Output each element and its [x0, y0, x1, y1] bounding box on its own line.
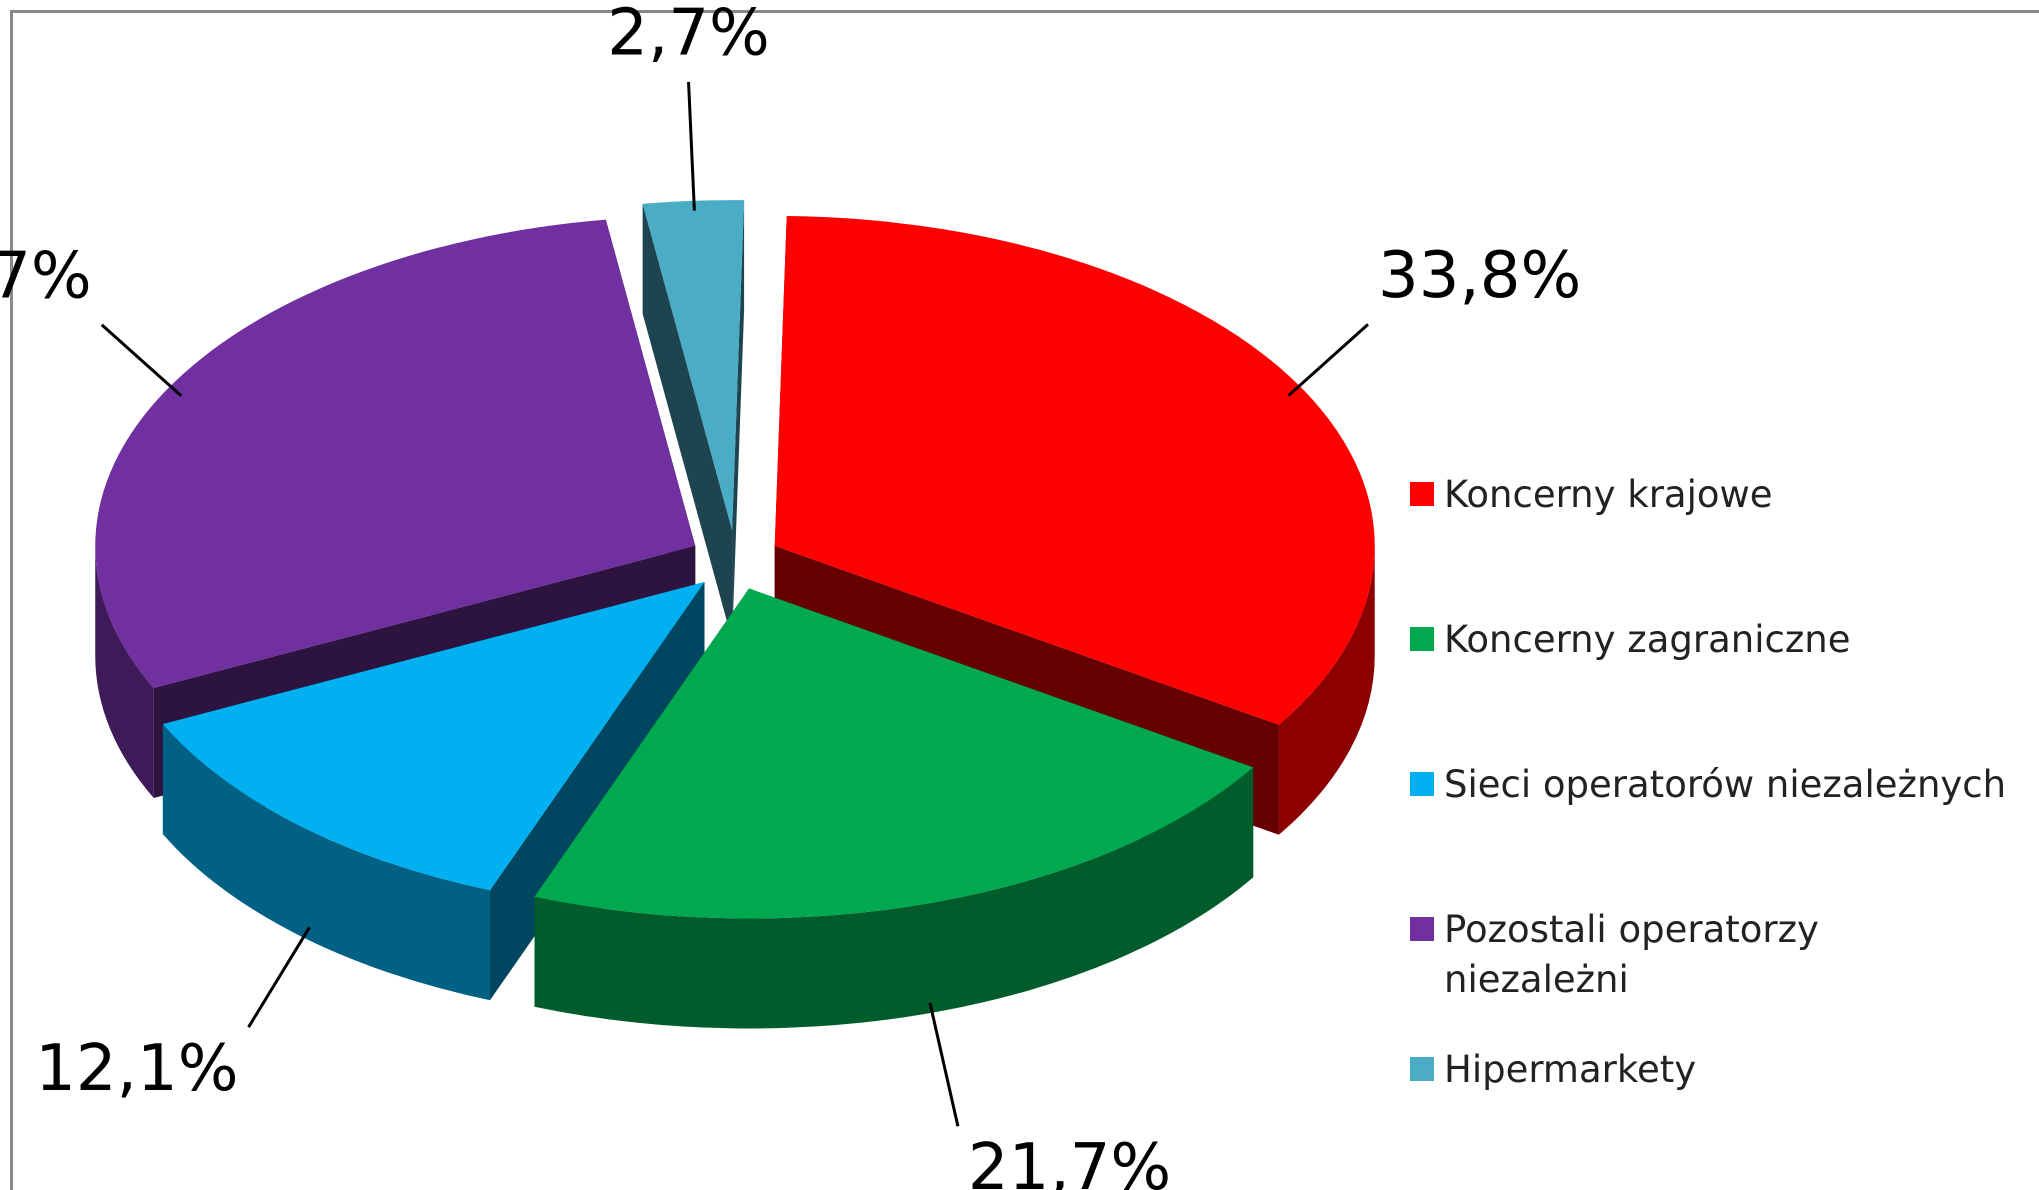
chart-frame [10, 10, 2039, 1190]
legend-item: Hipermarkety [1410, 1045, 2030, 1095]
data-label: 2,7% [607, 0, 770, 71]
legend-label: Hipermarkety [1444, 1048, 1697, 1091]
legend-label: Sieci operatorów niezależnych [1444, 763, 2007, 806]
legend-swatch [1410, 627, 1434, 651]
legend-label: Koncerny zagraniczne [1444, 618, 1851, 661]
slice [642, 200, 745, 641]
legend-swatch [1410, 1057, 1434, 1081]
slice-top [534, 588, 1254, 919]
leader-line [1287, 323, 1369, 397]
legend-swatch [1410, 917, 1434, 941]
slice-wall [162, 724, 490, 1001]
slice-wall [534, 767, 1254, 1029]
slice-top [642, 200, 745, 531]
legend-label: Koncerny krajowe [1444, 473, 1773, 516]
leader-line [247, 926, 311, 1028]
slice-wall [1278, 545, 1375, 835]
legend-item: Koncerny krajowe [1410, 470, 2030, 520]
slice-side [642, 203, 733, 641]
data-label: 12,1% [35, 1032, 238, 1106]
leader-line [928, 1002, 960, 1127]
slice-wall [95, 545, 154, 798]
legend-swatch [1410, 772, 1434, 796]
data-label: 33,8% [1378, 239, 1581, 313]
legend-item: Sieci operatorów niezależnych [1410, 760, 2030, 810]
slice-side [732, 200, 745, 641]
legend-item: Koncerny zagraniczne [1410, 615, 2030, 665]
leader-line [687, 81, 696, 211]
slice-top [162, 582, 705, 891]
slice-top [774, 215, 1375, 725]
slice [534, 588, 1254, 1029]
legend-label: Pozostali operatorzy niezależni [1444, 908, 1819, 1001]
legend-swatch [1410, 482, 1434, 506]
leader-line [100, 323, 183, 397]
data-label: 29,7% [0, 239, 92, 313]
legend-item: Pozostali operatorzy niezależni [1410, 905, 2030, 1005]
data-label: 21,7% [968, 1131, 1171, 1190]
slice-top [95, 219, 696, 688]
